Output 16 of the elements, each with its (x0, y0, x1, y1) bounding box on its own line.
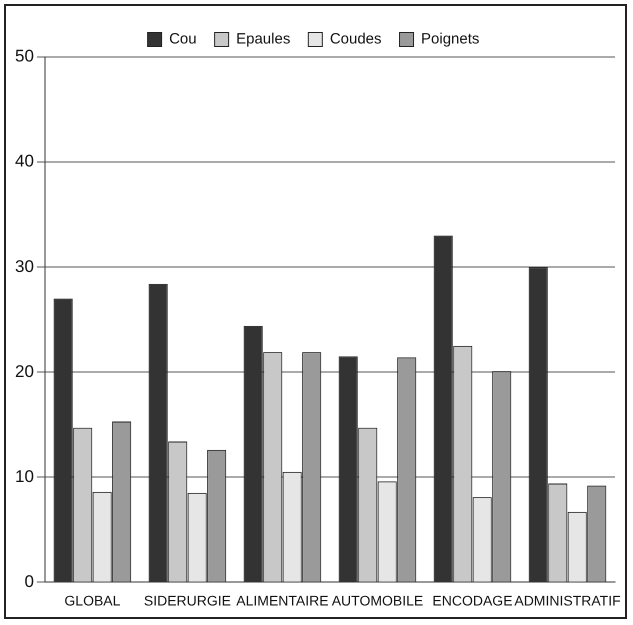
x-tick-label: AUTOMOBILE (332, 592, 424, 608)
legend-label: Epaules (236, 30, 290, 48)
y-tick-label: 40 (14, 152, 34, 171)
y-tick-label: 0 (24, 572, 34, 591)
y-tick-label: 30 (14, 256, 34, 276)
x-tick-label: ENCODAGE (432, 592, 513, 608)
y-tick-label: 10 (14, 466, 34, 486)
x-tick-label: SIDERURGIE (144, 592, 231, 608)
x-tick-label: ALIMENTAIRE (236, 592, 329, 608)
legend-label: Coudes (330, 30, 382, 48)
legend-label: Cou (169, 30, 197, 48)
x-tick-label: GLOBAL (64, 592, 121, 608)
y-tick-label: 50 (14, 46, 34, 66)
y-tick-label: 20 (14, 362, 34, 381)
legend-label: Poignets (421, 30, 480, 48)
x-tick-label: ADMINISTRATIF (514, 592, 621, 608)
